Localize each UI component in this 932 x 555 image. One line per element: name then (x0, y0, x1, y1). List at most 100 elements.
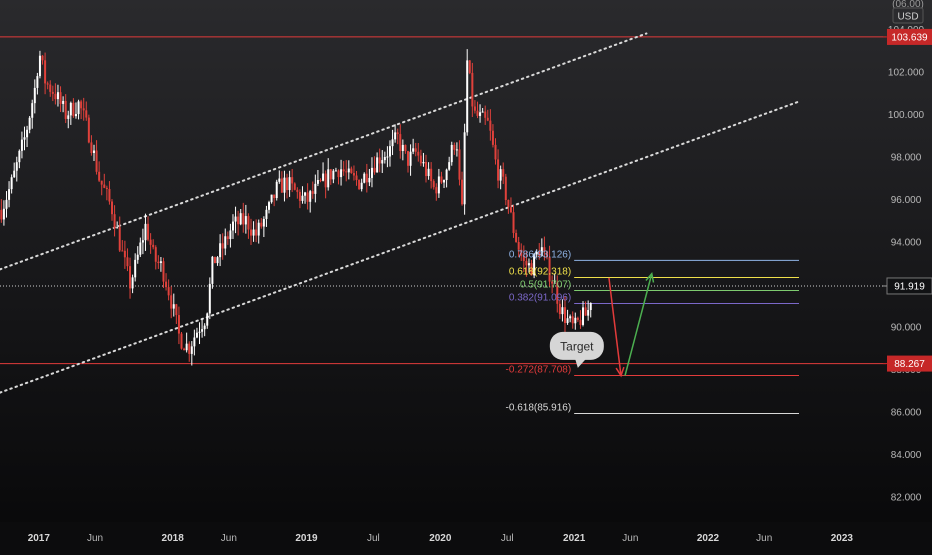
time-tick-label: Jun (221, 533, 237, 544)
candle-body (242, 213, 245, 225)
target-callout-tail (574, 357, 587, 368)
time-tick-label: 2022 (697, 533, 720, 544)
price-tag-label: 88.267 (894, 359, 925, 370)
candle-body (396, 132, 399, 135)
annotation-layer: 0.786(93.126) 0.618(92.318) 0.5(91.707) 0.3… (506, 249, 655, 414)
candle-body (569, 316, 572, 319)
candle-body (363, 173, 366, 183)
candle-body (49, 84, 52, 92)
currency-label: USD (897, 12, 918, 23)
candle-body (489, 120, 492, 131)
candle-body (123, 250, 126, 258)
candle-body (314, 183, 317, 194)
candle-body (512, 212, 515, 233)
projection-arrow-up[interactable] (624, 271, 655, 376)
candle-body (51, 91, 54, 94)
candle-body (211, 256, 214, 284)
candle-body (543, 247, 546, 252)
candle-body (62, 100, 65, 104)
candle-body (286, 177, 289, 191)
candle-body (170, 295, 173, 309)
price-tick-label: 82.000 (891, 492, 922, 503)
candle-body (376, 157, 379, 173)
target-callout[interactable]: Target (549, 331, 604, 368)
candle-body (18, 150, 21, 163)
candle-body (455, 149, 458, 151)
candle-body (504, 176, 507, 201)
time-tick-label: 2020 (429, 533, 452, 544)
candle-body (280, 178, 283, 193)
channel-upper-line[interactable] (0, 32, 648, 271)
candle-body (466, 60, 469, 133)
candle-body (340, 169, 343, 178)
candle-body (203, 325, 206, 330)
candle-body (265, 209, 268, 219)
candle-body (273, 194, 276, 199)
candle-body (427, 168, 430, 177)
time-tick-label: Jul (501, 533, 514, 544)
candle-body (417, 151, 420, 156)
price-tick-label: 94.000 (891, 237, 922, 248)
candle-body (479, 112, 482, 116)
candle-body (64, 100, 67, 119)
target-callout-bubble (549, 331, 604, 360)
candle-body (54, 93, 57, 100)
candle-body (237, 216, 240, 225)
candle-body (90, 142, 93, 153)
candle-body (566, 318, 569, 324)
candle-body (337, 170, 340, 178)
candle-body (296, 189, 299, 192)
candle-body (291, 177, 294, 184)
candle-body (430, 168, 433, 182)
candle-body (551, 281, 554, 284)
candle-body (10, 177, 13, 190)
price-axis[interactable]: (06.00) USD 82.00084.00086.00088.00090.0… (883, 0, 932, 503)
candle-body (574, 317, 577, 324)
candle-body (388, 146, 391, 157)
candle-body (180, 333, 183, 349)
candle-body (435, 187, 438, 194)
currency-button[interactable] (892, 7, 924, 24)
candle-body (404, 144, 407, 152)
candle-body (188, 343, 191, 354)
candle-body (440, 176, 443, 183)
candle-body (553, 282, 556, 284)
candle-body (213, 256, 216, 264)
candle-body (56, 92, 59, 100)
candle-body (486, 117, 489, 121)
candle-body (72, 102, 75, 117)
candle-body (391, 139, 394, 147)
candle-body (139, 242, 142, 255)
axis-top-partial-label: (06.00) (892, 0, 924, 10)
candle-body (584, 307, 587, 316)
candle-body (15, 162, 18, 171)
candle-body (378, 157, 381, 164)
time-axis[interactable]: 2017 Jun 2018 Jun 2019 Jul 2020 Jul 2021 Jun 2022 J… (0, 522, 932, 550)
candle-body (365, 173, 368, 183)
candle-body (358, 180, 361, 190)
candle-body (481, 111, 484, 113)
candle-body (13, 170, 16, 178)
candle-body (108, 188, 111, 202)
candle-body (368, 177, 371, 183)
candle-body (268, 202, 271, 210)
projection-arrow-down[interactable] (608, 277, 625, 378)
candle-body (370, 167, 373, 178)
candle-body (535, 251, 538, 255)
candle-body (82, 108, 85, 111)
candle-body (491, 130, 494, 145)
candle-body (587, 310, 590, 316)
candle-body (46, 83, 49, 85)
candle-body (319, 180, 322, 182)
candle-body (270, 194, 273, 203)
time-tick-label: Jun (622, 533, 638, 544)
projection-arrow-up-head (645, 271, 655, 283)
candle-body (262, 218, 265, 227)
channel-lower-line[interactable] (0, 100, 801, 394)
candle-body (219, 243, 222, 258)
candle-body (401, 144, 404, 152)
candle-body (360, 182, 363, 190)
candle-body (342, 169, 345, 172)
